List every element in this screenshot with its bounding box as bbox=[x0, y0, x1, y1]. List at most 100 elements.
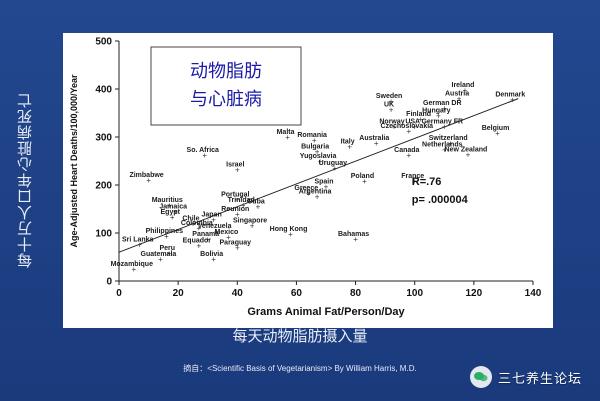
data-point-marker: + bbox=[389, 97, 394, 106]
data-point-marker: + bbox=[235, 243, 240, 252]
data-point-label: Denmark bbox=[495, 92, 525, 99]
data-point-marker: + bbox=[412, 177, 417, 186]
data-point-marker: + bbox=[324, 182, 329, 191]
data-point-marker: + bbox=[205, 235, 210, 244]
data-point-marker: + bbox=[448, 139, 453, 148]
x-axis-title: Grams Animal Fat/Person/Day bbox=[247, 306, 405, 318]
x-tick-label: 80 bbox=[350, 288, 362, 299]
data-point-label: Trinidad bbox=[228, 197, 255, 204]
data-point-label: Hong Kong bbox=[270, 226, 308, 233]
data-point-label: Mexico bbox=[215, 229, 239, 236]
data-point-marker: + bbox=[211, 255, 216, 264]
x-tick-label: 100 bbox=[406, 288, 423, 299]
y-tick-label: 200 bbox=[95, 181, 112, 192]
data-point-label: Paraguay bbox=[220, 239, 252, 246]
data-point-marker: + bbox=[495, 129, 500, 138]
data-point-label: Reunion bbox=[221, 206, 249, 213]
data-point-marker: + bbox=[442, 145, 447, 154]
data-point-marker: + bbox=[374, 139, 379, 148]
y-tick-label: 400 bbox=[95, 85, 112, 96]
data-point-label: Equador bbox=[183, 237, 212, 244]
data-point-label: Belgium bbox=[482, 125, 510, 132]
data-point-label: New Zealand bbox=[445, 146, 488, 153]
data-point-label: Greece bbox=[294, 185, 318, 192]
data-point-label: Canada bbox=[394, 147, 419, 154]
data-point-marker: + bbox=[333, 164, 338, 173]
data-point-label: Czechoslovakia bbox=[381, 123, 434, 130]
scatter-chart: 动物脂肪 与心脏病 0 20 40 60 80 100 120 140 0 100 200 300 40… bbox=[69, 37, 542, 319]
data-point-marker: + bbox=[158, 255, 163, 264]
stats-group: R=.76 p= .000004 bbox=[412, 176, 469, 206]
data-point-marker: + bbox=[256, 203, 261, 212]
data-point-marker: + bbox=[211, 216, 216, 225]
data-point-marker: + bbox=[202, 151, 207, 160]
data-point-marker: + bbox=[466, 150, 471, 159]
data-point-label: France bbox=[401, 173, 424, 180]
data-point-label: So. Africa bbox=[187, 147, 220, 154]
data-point-label: Philippines bbox=[146, 228, 183, 235]
data-point-marker: + bbox=[315, 193, 320, 202]
data-point-label: Germany FR bbox=[421, 118, 463, 125]
data-point-marker: + bbox=[406, 151, 411, 160]
data-point-marker: + bbox=[306, 189, 311, 198]
trendline bbox=[118, 98, 519, 253]
stats-label: R=.76 bbox=[412, 176, 442, 188]
data-points: +Sweden+UK+Ireland+Austria+German DR+Hun… bbox=[111, 82, 526, 274]
data-point-label: Portugal bbox=[221, 191, 249, 198]
source-citation: 摘自：<Scientific Basis of Vegetarianism> B… bbox=[183, 364, 417, 373]
data-point-label: German DR bbox=[423, 100, 462, 107]
data-point-marker: + bbox=[353, 235, 358, 244]
x-tick-label: 140 bbox=[525, 288, 542, 299]
chart-title-line-1: 动物脂肪 bbox=[190, 61, 262, 81]
data-point-marker: + bbox=[191, 219, 196, 228]
data-point-label: Malta bbox=[277, 129, 295, 136]
trendline-group bbox=[118, 98, 519, 253]
y-tick-label: 300 bbox=[95, 133, 112, 144]
data-point-label: Australia bbox=[359, 135, 389, 142]
chart-title-box bbox=[150, 46, 302, 126]
data-point-marker: + bbox=[214, 227, 219, 236]
data-point-marker: + bbox=[235, 210, 240, 219]
data-point-label: Italy bbox=[341, 139, 355, 146]
data-point-label: Japan bbox=[202, 212, 222, 219]
data-point-marker: + bbox=[315, 147, 320, 156]
data-point-marker: + bbox=[170, 213, 175, 222]
data-point-marker: + bbox=[510, 96, 515, 105]
data-point-marker: + bbox=[235, 166, 240, 175]
data-point-label: Bolivia bbox=[200, 251, 223, 258]
data-point-marker: + bbox=[131, 265, 136, 274]
data-point-marker: + bbox=[457, 95, 462, 104]
x-tick-label: 120 bbox=[466, 288, 483, 299]
data-point-label: Zimbabwe bbox=[129, 172, 163, 179]
data-point-label: Guatemala bbox=[141, 251, 177, 258]
data-point-marker: + bbox=[173, 207, 178, 216]
data-point-marker: + bbox=[312, 136, 317, 145]
x-tick-label: 40 bbox=[232, 288, 244, 299]
watermark: 三七养生论坛 bbox=[470, 363, 592, 391]
data-point-label: UK bbox=[384, 102, 394, 109]
data-point-marker: + bbox=[318, 157, 323, 166]
data-point-marker: + bbox=[463, 86, 468, 95]
data-point-marker: + bbox=[167, 201, 172, 210]
data-point-label: Mauritius bbox=[152, 197, 183, 204]
data-point-marker: + bbox=[197, 224, 202, 233]
data-point-label: Uruguay bbox=[319, 160, 348, 167]
data-point-marker: + bbox=[392, 122, 397, 131]
axes: 0 20 40 60 80 100 120 140 0 100 200 300 400 500 bbox=[95, 37, 541, 300]
data-point-marker: + bbox=[288, 230, 293, 239]
data-point-marker: + bbox=[362, 177, 367, 186]
y-tick-label: 100 bbox=[95, 229, 112, 240]
data-point-label: Norway bbox=[379, 118, 404, 125]
data-point-marker: + bbox=[389, 106, 394, 115]
stats-label: p= .000004 bbox=[412, 194, 469, 206]
data-point-marker: + bbox=[226, 233, 231, 242]
data-point-label: Bulgaria bbox=[301, 143, 329, 150]
data-point-label: Finland bbox=[406, 111, 431, 118]
data-point-marker: + bbox=[197, 241, 202, 250]
data-point-label: Bahamas bbox=[338, 231, 369, 238]
data-point-marker: + bbox=[164, 232, 169, 241]
data-point-label: Romania bbox=[297, 132, 327, 139]
data-point-label: Cuba bbox=[247, 199, 265, 206]
data-point-label: Spain bbox=[314, 178, 333, 185]
data-point-marker: + bbox=[436, 111, 441, 120]
